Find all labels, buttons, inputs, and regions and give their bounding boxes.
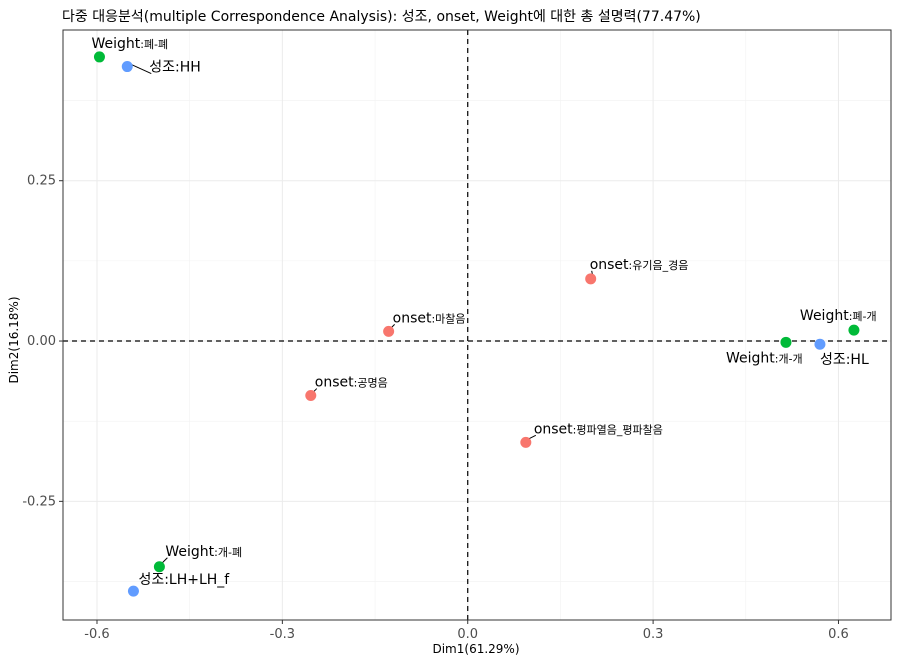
point-label: 성조:HH [149,60,201,76]
point-group: Weight:폐-폐 [91,36,168,63]
y-axis: -0.25 0.00 0.25 [22,174,63,509]
point-label-sub: :마찰음 [431,312,465,325]
point-label-sub: :폐-개 [849,310,877,323]
point-label: onset:유기음_경음 [590,257,689,273]
point-label-main: onset [590,257,629,273]
point-label-main: Weight [800,308,849,324]
point-label-main: onset [534,421,573,437]
y-tick-label: 0.00 [27,334,56,349]
point-group: 성조:HH [121,60,201,76]
point-label-main: Weight [165,544,214,560]
point-label: onset:평파열음_평파찰음 [534,421,663,437]
point-group: onset:마찰음 [383,310,466,337]
point-label-main: 성조:HL [820,352,869,368]
point-label-sub: :개-개 [775,352,803,365]
point-label-sub: :유기음_경음 [629,259,689,272]
point-label: Weight:개-개 [726,350,803,366]
data-point [585,273,597,285]
point-label: onset:공명음 [315,375,388,391]
point-group: Weight:개-개 [726,336,803,366]
data-point [305,390,317,402]
point-label: 성조:HL [820,352,869,368]
x-tick-label: -0.3 [270,627,295,642]
x-tick-label: -0.6 [84,627,109,642]
point-label-main: onset [393,310,432,326]
point-label-main: 성조:LH+LH_f [138,572,230,588]
y-axis-title: Dim2(16.18%) [7,296,21,383]
point-label-main: Weight [91,36,140,52]
x-tick-label: 0.0 [457,627,478,642]
data-point [848,324,860,336]
x-axis: -0.6 -0.3 0.0 0.3 0.6 [84,620,849,642]
data-point [814,338,826,350]
point-group: Weight:폐-개 [800,308,877,336]
point-label: Weight:개-폐 [165,544,242,560]
data-point [121,61,133,73]
chart-title: 다중 대응분석(multiple Correspondence Analysis… [62,9,701,25]
x-axis-title: Dim1(61.29%) [432,642,519,656]
y-tick-label: -0.25 [22,494,56,509]
point-group: 성조:HL [814,338,869,368]
data-point [780,336,792,348]
data-point [383,325,395,337]
point-label-sub: :공명음 [354,377,388,390]
point-label: Weight:폐-개 [800,308,877,324]
point-group: onset:공명음 [305,375,388,402]
panel-border [62,29,892,621]
point-label-sub: :폐-폐 [140,38,168,51]
point-label-main: 성조:HH [149,60,201,76]
point-group: onset:평파열음_평파찰음 [520,421,663,448]
point-label-sub: :개-폐 [214,546,242,559]
point-label: Weight:폐-폐 [91,36,168,52]
y-tick-label: 0.25 [27,174,56,189]
plot-panel [62,29,892,621]
x-tick-label: 0.6 [828,627,849,642]
point-group: 성조:LH+LH_f [127,572,230,597]
point-label: onset:마찰음 [393,310,466,326]
point-group: onset:유기음_경음 [585,257,688,285]
point-label-main: Weight [726,350,775,366]
point-label-sub: :평파열음_평파찰음 [573,423,663,436]
point-group: Weight:개-폐 [153,544,242,573]
panel-background [63,30,891,620]
point-label-main: onset [315,375,354,391]
data-point [520,436,532,448]
x-tick-label: 0.3 [643,627,664,642]
data-point [93,51,105,63]
point-label: 성조:LH+LH_f [138,572,230,588]
data-point [127,585,139,597]
label-leader [129,63,152,75]
data-point [153,561,165,573]
